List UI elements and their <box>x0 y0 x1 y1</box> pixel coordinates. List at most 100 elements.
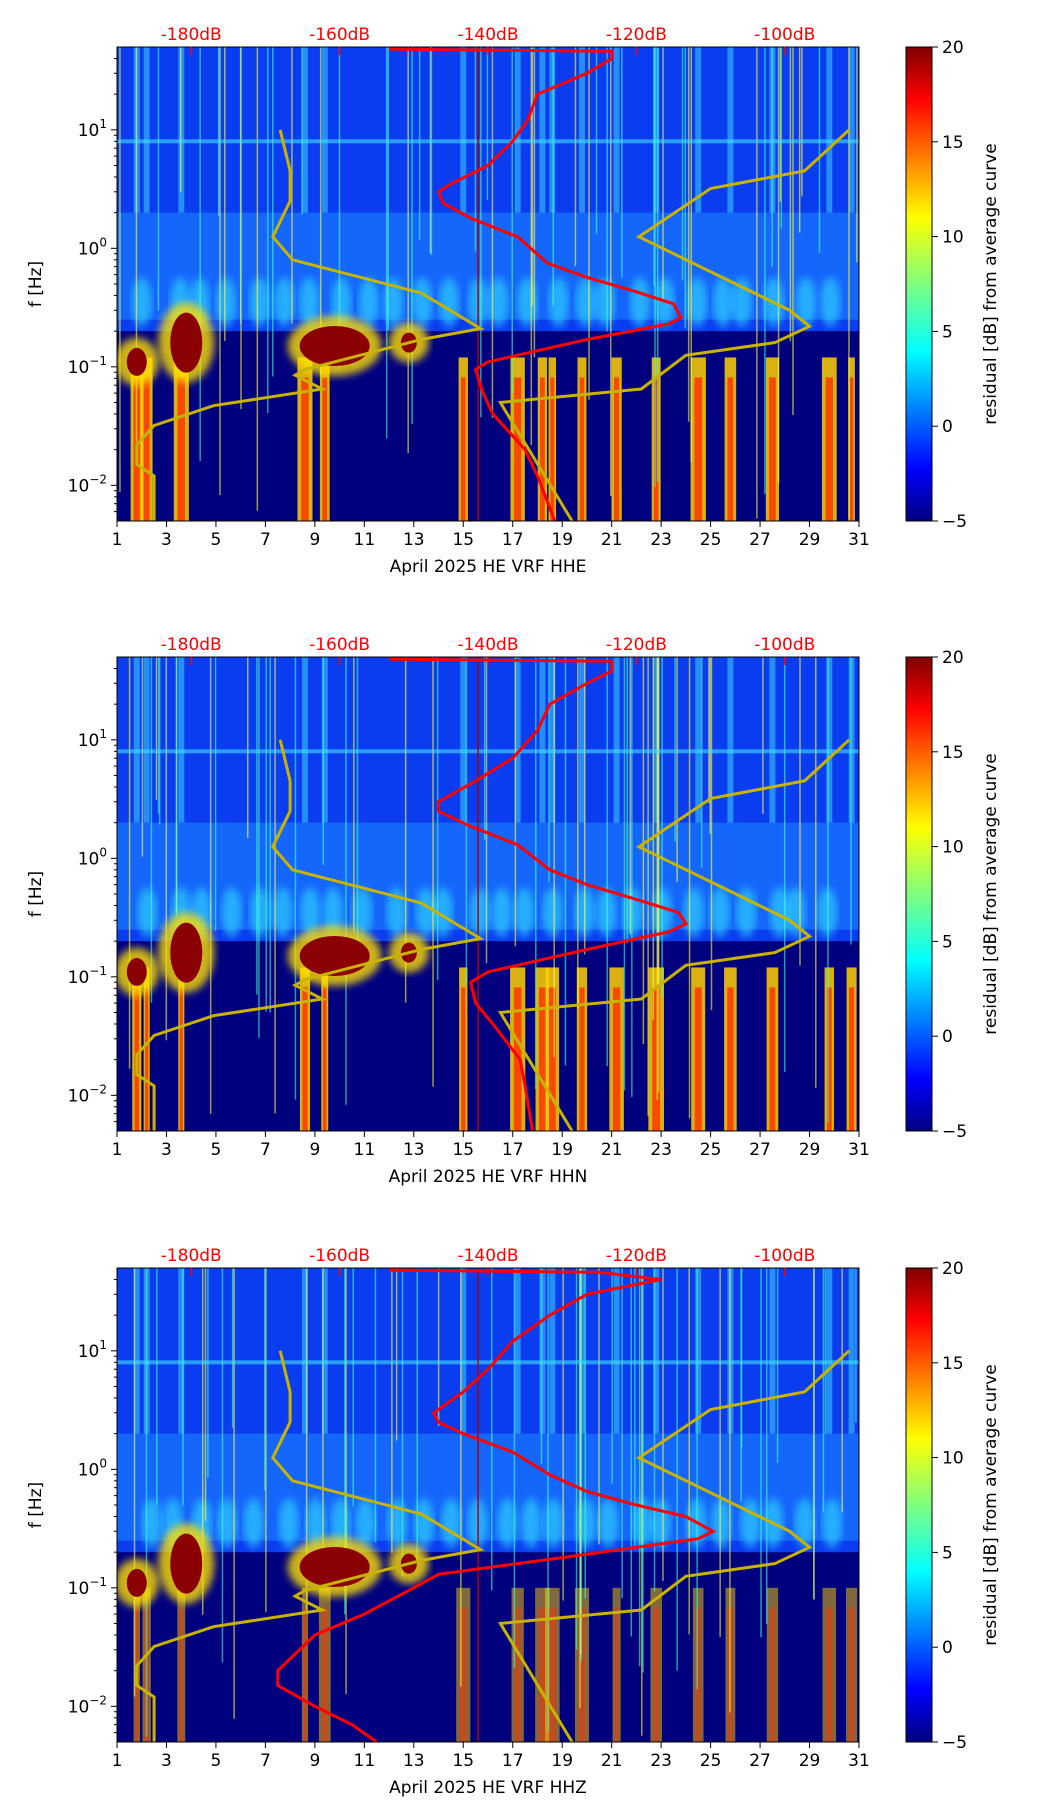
noise-line <box>815 657 817 1088</box>
noise-line <box>385 47 388 439</box>
colorbar-tick-label: 15 <box>942 133 964 153</box>
noise-line <box>437 1268 440 1426</box>
x-axis-label: April 2025 HE VRF HHN <box>389 1167 588 1187</box>
y-tick-base: 10 <box>68 476 90 496</box>
noise-line <box>688 1268 690 1635</box>
db-scale-label: -120dB <box>606 25 667 45</box>
high-freq-stripe <box>143 47 150 213</box>
noise-line <box>483 657 486 840</box>
microseism-bump <box>822 1498 843 1549</box>
x-tick-label: 1 <box>112 530 123 550</box>
microseism-bump <box>596 887 617 938</box>
hotspot <box>299 935 370 976</box>
y-tick-exponent: 0 <box>99 845 107 859</box>
y-tick-label: 10−2 <box>68 1693 107 1717</box>
x-tick-label: 21 <box>601 530 623 550</box>
noise-line <box>638 1268 641 1667</box>
noise-line <box>267 47 269 414</box>
low-freq-stripe-core <box>145 987 149 1131</box>
microseism-bump <box>249 277 270 328</box>
low-freq-stripe-core <box>459 1607 467 1742</box>
microseism-bump <box>322 887 343 938</box>
db-scale-label: -160dB <box>309 635 370 655</box>
noise-line <box>813 1268 815 1600</box>
microseism-bump <box>215 277 236 328</box>
y-tick-base: 10 <box>68 968 90 988</box>
y-tick-exponent: −2 <box>89 1082 107 1096</box>
microseism-bump <box>794 1498 815 1549</box>
noise-line <box>696 1268 698 1690</box>
noise-line <box>353 657 355 933</box>
noise-line <box>606 657 608 1067</box>
colorbar <box>905 656 933 1132</box>
noise-line <box>432 657 434 1087</box>
low-freq-stripe-core <box>302 987 308 1131</box>
x-tick-label: 7 <box>260 1140 271 1160</box>
low-freq-stripe-core <box>825 1607 833 1742</box>
hotspot <box>126 1568 147 1597</box>
microseism-bump <box>488 277 509 328</box>
noise-line <box>562 1268 564 1601</box>
microseism-bump <box>412 277 433 328</box>
high-freq-stripe <box>549 47 556 213</box>
db-scale-label: -120dB <box>606 1246 667 1266</box>
x-tick-label: 29 <box>799 1140 821 1160</box>
noise-line <box>771 47 774 268</box>
x-tick-label: 17 <box>502 530 524 550</box>
noise-line <box>626 657 628 944</box>
noise-line <box>209 657 212 1114</box>
db-scale-label: -140dB <box>457 1246 518 1266</box>
low-freq-stripe-core <box>550 377 555 521</box>
noise-line <box>676 657 678 882</box>
high-noise-model-curve <box>497 738 851 1131</box>
noise-line <box>789 47 792 342</box>
noise-line <box>145 1268 148 1737</box>
low-freq-stripe-core <box>694 377 703 521</box>
noise-line <box>374 1268 377 1543</box>
noise-line <box>688 657 691 1119</box>
x-tick-label: 11 <box>354 1751 376 1771</box>
y-tick-exponent: −2 <box>89 1693 107 1707</box>
x-tick-label: 5 <box>211 1751 222 1771</box>
noise-line <box>411 47 413 425</box>
spectrogram <box>117 657 859 1131</box>
high-freq-stripe <box>653 47 660 213</box>
microseism-bump <box>299 277 320 328</box>
noise-line <box>822 1268 825 1512</box>
colorbar-tick-label: 20 <box>942 1259 964 1279</box>
x-tick-label: 3 <box>161 1140 172 1160</box>
noise-line <box>156 1268 158 1506</box>
noise-line <box>661 657 663 998</box>
noise-line <box>647 657 649 1117</box>
high-freq-stripe <box>826 47 833 213</box>
noise-line <box>575 1268 578 1650</box>
high-freq-stripe <box>539 1268 546 1434</box>
noise-line <box>491 47 494 418</box>
high-freq-stripe <box>460 47 467 213</box>
low-freq-stripe-core <box>694 987 702 1131</box>
hotspot <box>170 922 203 983</box>
low-freq-stripe-core <box>540 377 545 521</box>
microseism-bump <box>598 1498 619 1549</box>
y-tick-label: 101 <box>78 727 107 751</box>
microseism-bump <box>514 887 535 938</box>
x-tick-label: 27 <box>749 1751 771 1771</box>
colorbar-tick-label: 0 <box>942 1638 953 1658</box>
noise-line <box>654 47 656 488</box>
high-freq-stripe <box>514 657 521 823</box>
x-tick-label: 27 <box>749 1140 771 1160</box>
low-freq-stripe-core <box>461 987 466 1131</box>
noise-line <box>764 47 766 494</box>
microseism-bump <box>687 277 708 328</box>
noise-line <box>119 47 121 493</box>
noise-line <box>547 1268 549 1732</box>
colorbar-label: residual [dB] from average curve <box>981 753 1001 1034</box>
colorbar-tick-label: −5 <box>942 512 967 532</box>
low-noise-model-curve <box>135 129 485 521</box>
x-tick-label: 23 <box>650 530 672 550</box>
noise-line <box>338 47 341 369</box>
low-freq-stripe-core <box>849 377 854 521</box>
x-tick-label: 9 <box>309 1140 320 1160</box>
hotspot <box>299 1546 370 1587</box>
